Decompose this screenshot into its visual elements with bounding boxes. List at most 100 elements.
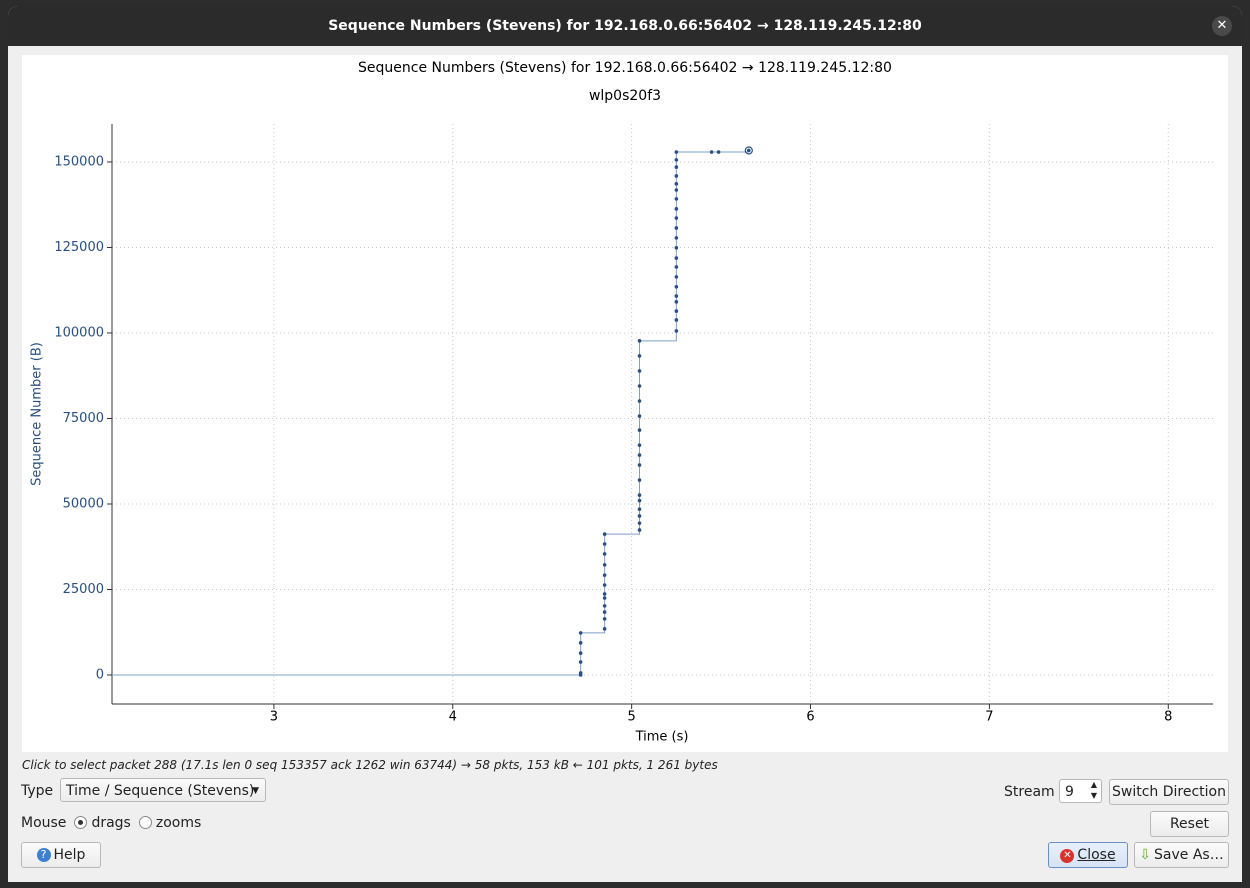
type-dropdown[interactable]: Time / Sequence (Stevens) ▼ [60,778,266,802]
packet-point [674,150,679,154]
type-label: Type [21,783,54,799]
packet-point [637,369,642,373]
save-icon: ⇩ [1139,847,1152,863]
packet-point [637,428,642,432]
y-tick-label: 150000 [54,154,104,169]
y-tick-label: 0 [96,667,104,682]
y-tick-label: 75000 [63,411,104,426]
title-bar: Sequence Numbers (Stevens) for 192.168.0… [8,6,1242,46]
x-tick-label: 4 [449,710,457,725]
help-icon: ? [36,848,51,862]
save-button[interactable]: ⇩ Save As… [1134,842,1229,868]
packet-point [674,188,679,192]
packet-point [716,150,721,154]
packet-point [674,182,679,186]
packet-point [637,478,642,482]
stream-label: Stream [1004,784,1055,800]
packet-point [674,216,679,220]
packet-point [674,309,679,313]
stream-spinbox[interactable]: 9 ▲ ▼ [1059,779,1102,803]
packet-point [578,631,583,635]
packet-point [674,329,679,333]
packet-point [602,610,607,614]
mouse-label: Mouse [21,815,67,831]
packet-point [637,443,642,447]
packet-point [674,226,679,230]
window-close[interactable]: ✕ [1212,16,1232,36]
packet-point [578,671,583,675]
packet-point [637,384,642,388]
selected-point [744,146,753,155]
spin-arrows: ▲ ▼ [1090,780,1097,800]
packet-point [637,507,642,511]
y-tick-label: 125000 [54,240,104,255]
status-text: Click to select packet 288 (17.1s len 0 … [22,758,718,772]
packet-point [674,197,679,201]
radio-drags[interactable] [74,816,88,829]
x-tick-label: 8 [1164,710,1172,725]
packet-point [637,498,642,503]
packet-point [674,318,679,322]
packet-point [637,514,642,518]
packet-point [674,246,679,250]
x-tick-label: 7 [985,710,993,725]
radio-zooms[interactable] [138,816,152,829]
packet-point [637,354,642,358]
y-tick-label: 50000 [63,496,104,511]
packet-point [637,528,642,532]
chart-subtitle: wlp0s20f3 [589,88,661,104]
packet-point [674,265,679,269]
mouse-group: Mouse drags zooms [21,815,201,831]
save-label: Save As… [1154,847,1224,863]
x-tick-label: 3 [270,710,278,725]
help-button[interactable]: ? Help [21,842,101,868]
packet-point [674,294,679,298]
y-axis-label: Sequence Number (B) [30,342,45,486]
window: Sequence Numbers (Stevens) for 192.168.0… [8,6,1242,882]
packet-point [674,300,679,304]
packet-point [747,148,751,153]
packet-point [674,158,679,162]
packet-point [637,493,642,497]
packet-point [578,641,583,645]
chart: Sequence Numbers (Stevens) for 192.168.0… [22,55,1228,752]
x-axis-label: Time (s) [635,730,689,745]
packet-point [602,552,607,556]
dropdown-arrow: ▼ [252,786,259,796]
packet-point [602,592,607,596]
reset-button[interactable]: Reset [1150,811,1229,837]
y-tick-label: 100000 [54,325,104,340]
packet-point [602,596,607,600]
radio-label: zooms [155,815,202,831]
packet-point [602,617,607,621]
x-tick-label: 5 [628,710,636,725]
packet-point [709,150,714,154]
packet-point [602,532,607,536]
packet-point [674,256,679,260]
sequence-line [112,150,750,676]
packet-point [674,207,679,211]
packet-point [637,414,642,418]
packet-point [637,463,642,467]
switch-direction-button[interactable]: Switch Direction [1109,779,1229,805]
type-value: Time / Sequence (Stevens) [66,783,255,799]
chart-title: Sequence Numbers (Stevens) for 192.168.0… [358,60,892,76]
packet-point [578,660,583,664]
packet-point [602,542,607,546]
packet-point [674,236,679,240]
stream-value: 9 [1065,784,1074,800]
packet-point [637,521,642,525]
packet-point [602,573,607,577]
packet-point [637,453,642,457]
x-tick-label: 6 [806,710,814,725]
close-button[interactable]: ✕ Close [1048,842,1128,868]
packet-point [602,604,607,608]
packet-point [637,399,642,403]
window-title: Sequence Numbers (Stevens) for 192.168.0… [328,18,922,34]
y-tick-label: 25000 [63,582,104,597]
packet-point [602,563,607,567]
packet-point [674,165,679,169]
close-icon: ✕ [1060,849,1075,863]
packet-point [637,339,642,343]
packet-point [602,583,607,587]
